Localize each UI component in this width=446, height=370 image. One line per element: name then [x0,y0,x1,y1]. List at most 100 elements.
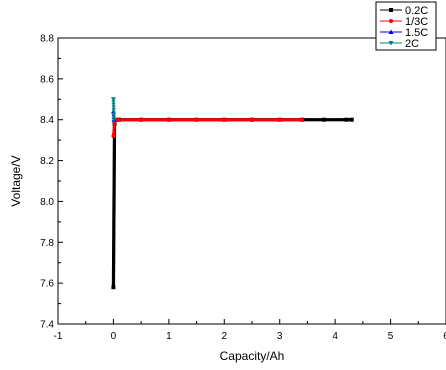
series-line [112,119,352,288]
data-point [112,185,116,189]
y-tick-label: 8.6 [40,74,54,85]
data-point [112,200,116,204]
plot-frame [57,37,446,325]
data-point [322,117,327,122]
data-point [111,263,116,267]
data-point [112,157,116,161]
data-point [194,117,199,122]
data-point [112,192,116,196]
data-point [112,144,116,149]
x-tick-label: 4 [332,331,338,342]
data-point [308,118,312,122]
data-point [112,247,116,252]
legend-marker [389,8,393,12]
axis-ticks: -1 0 1 2 3 4 5 6 7.4 7.6 7.8 8.0 8.2 8.4 8.6 8.8 [40,34,446,342]
data-point [330,118,334,122]
data-point [286,118,290,122]
data-point [240,118,244,122]
data-point [111,105,116,110]
data-point [265,118,269,122]
data-point [268,118,272,122]
data-point [122,118,127,122]
y-tick-label: 8.4 [40,115,54,126]
data-point [112,205,116,209]
data-point [111,117,117,123]
data-point [112,175,116,179]
data-point [210,118,214,122]
data-point [110,97,116,102]
data-point [154,118,158,122]
data-point [112,220,116,224]
data-point [112,190,116,194]
data-point [112,215,116,219]
data-point [111,113,116,117]
data-point [341,118,346,122]
data-point [112,167,116,171]
legend-label: 2C [405,38,419,50]
data-point [112,182,116,186]
data-point [112,237,116,242]
data-point [112,137,117,141]
data-point [215,118,219,122]
x-tick-label: 5 [388,331,394,342]
data-point [347,118,351,122]
y-tick-label: 7.4 [40,320,54,331]
data-point [205,118,209,122]
data-point [277,117,282,122]
data-point [314,118,318,122]
data-point [112,222,116,226]
data-point [111,280,116,284]
data-point [349,117,354,122]
data-point [112,207,116,211]
data-point [112,212,116,216]
data-point [316,118,321,122]
data-point [250,117,254,122]
data-point [202,118,206,122]
y-tick-label: 8.0 [40,197,54,208]
data-point [111,265,116,269]
data-point [111,270,116,274]
data-point [112,177,116,181]
data-point [112,257,116,262]
data-point [134,118,138,122]
data-point [159,118,163,122]
data-point [149,118,153,122]
x-tick-label: 3 [277,331,283,342]
x-tick-label: 0 [111,331,117,342]
data-point [280,118,285,122]
data-point [112,142,117,146]
data-point [299,117,304,122]
data-point [245,118,249,122]
data-point [112,172,116,176]
legend-label: 1.5C [405,27,428,39]
data-point [270,118,274,122]
data-point [184,118,189,122]
data-point [174,118,179,122]
y-tick-label: 8.8 [40,34,54,45]
data-point [111,285,116,290]
data-point [112,187,116,191]
data-point [328,118,332,122]
data-point [305,118,310,122]
y-tick-label: 7.8 [40,238,54,249]
data-point [336,118,340,122]
data-point [112,164,116,169]
data-point [112,230,116,234]
data-point [189,118,194,122]
data-point [128,118,132,122]
data-point [112,169,116,174]
data-point [112,227,116,231]
data-point [112,232,116,237]
data-point [111,134,116,139]
data-point [291,118,296,122]
data-point [112,131,116,135]
data-point [319,118,323,122]
data-point [112,159,116,164]
data-point [111,278,116,282]
data-point [125,118,129,122]
data-point [112,255,116,259]
data-point [111,100,116,104]
data-point [235,118,239,122]
data-point [311,118,315,122]
legend-item: 0.2C [380,5,428,17]
